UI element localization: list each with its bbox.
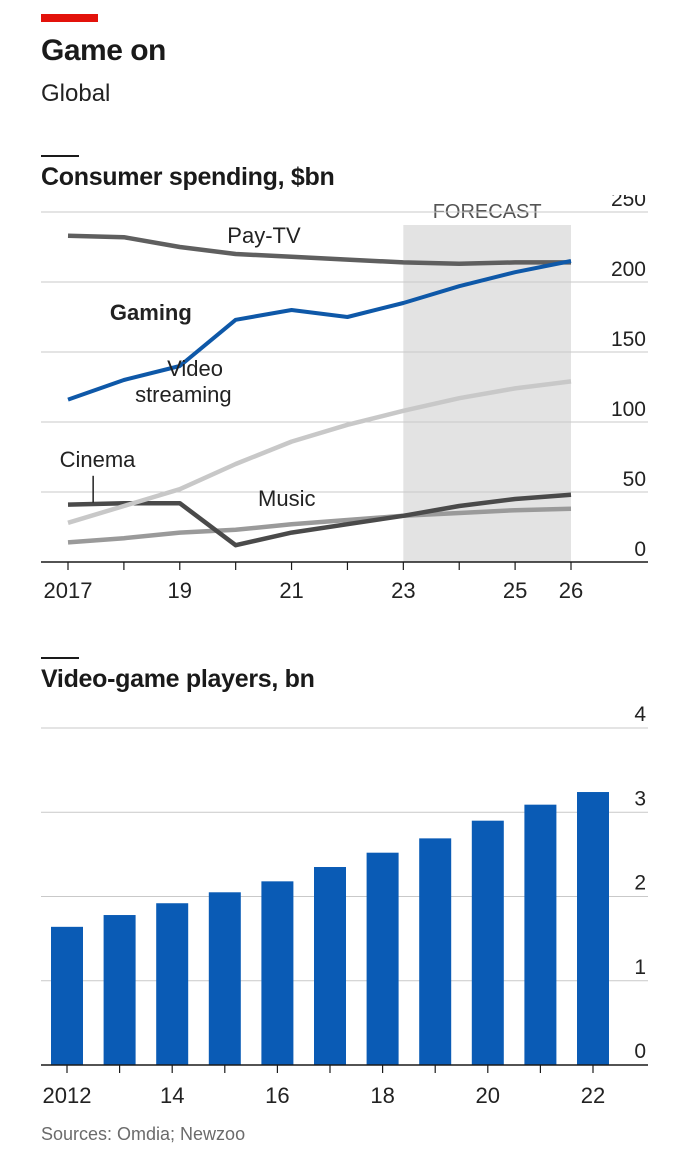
x-tick-label: 22	[581, 1083, 605, 1108]
y-tick-label: 3	[634, 787, 646, 810]
players-chart: 0 1 2 3 4 2012 14 16 18 20 22	[41, 703, 648, 1108]
series-line-music	[67, 506, 572, 545]
series-line-gaming	[67, 259, 572, 402]
x-tick-label: 23	[391, 578, 415, 603]
players-chart-title: Video-game players, bn	[41, 665, 315, 693]
x-tick-label: 26	[559, 578, 583, 603]
y-tick-label: 0	[634, 1040, 646, 1063]
bar-2019	[419, 838, 452, 1065]
x-tick-label: 18	[370, 1083, 394, 1108]
bar-2016	[261, 881, 294, 1065]
y-tick-label: 150	[611, 328, 646, 351]
bar-2020	[471, 820, 504, 1065]
source-note: Sources: Omdia; Newzoo	[41, 1124, 246, 1144]
bar-2014	[156, 903, 189, 1065]
y-tick-label: 200	[611, 258, 646, 281]
x-tick-label: 20	[476, 1083, 500, 1108]
x-tick-label: 2017	[44, 578, 93, 603]
series-label-music: Music	[258, 486, 315, 511]
series-line-pay-tv	[67, 233, 571, 267]
chart-subtitle: Global	[41, 80, 111, 107]
series-label-video-streaming: Video streaming	[135, 356, 232, 407]
x-tick-label: 21	[279, 578, 303, 603]
x-tick-label: 14	[160, 1083, 184, 1108]
y-tick-label: 0	[634, 538, 646, 561]
section-rule-spending	[41, 155, 79, 157]
y-tick-label: 2	[634, 872, 646, 895]
series-label-cinema: Cinema	[60, 447, 137, 472]
x-tick-label: 25	[503, 578, 527, 603]
bar-2012	[51, 926, 83, 1065]
bar-2013	[103, 915, 136, 1065]
bar-2015	[208, 892, 241, 1065]
series-label-gaming: Gaming	[110, 300, 192, 325]
chart-title: Game on	[41, 34, 166, 67]
brand-accent-bar	[41, 14, 98, 22]
x-tick-label: 2012	[43, 1083, 92, 1108]
x-tick-label: 16	[265, 1083, 289, 1108]
bar-2018	[366, 852, 399, 1065]
y-tick-label: 4	[634, 703, 646, 726]
section-rule-players	[41, 657, 79, 659]
series-label-pay-tv: Pay-TV	[227, 223, 301, 248]
series-line-video-streaming	[67, 379, 572, 525]
bar-2022	[577, 792, 609, 1065]
bar-2021	[524, 804, 557, 1065]
y-tick-label: 250	[611, 195, 646, 211]
y-tick-label: 1	[634, 956, 646, 979]
series-line-cinema	[67, 492, 572, 548]
x-tick-label: 19	[168, 578, 192, 603]
bar-2017	[314, 867, 346, 1065]
y-tick-label: 100	[611, 398, 646, 421]
spending-chart-title: Consumer spending, $bn	[41, 163, 335, 191]
y-tick-label: 50	[623, 468, 646, 491]
